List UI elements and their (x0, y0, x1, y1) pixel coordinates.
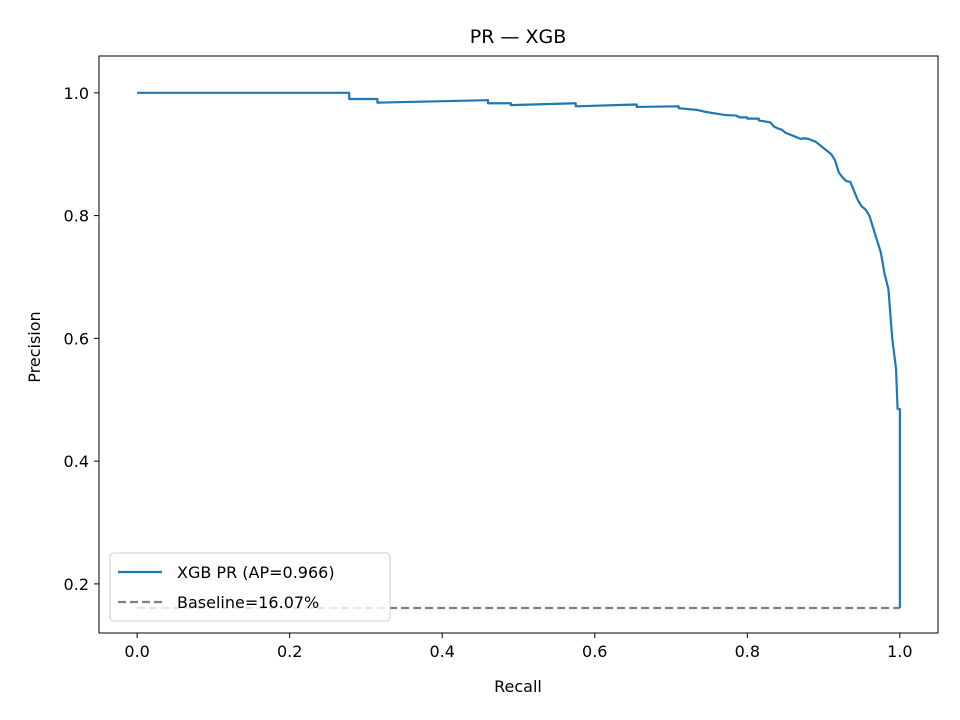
y-tick-label: 0.6 (64, 329, 89, 348)
axes-frame (98, 55, 939, 634)
x-tick-label: 0.8 (735, 642, 760, 661)
y-tick-label: 1.0 (64, 84, 89, 103)
x-axis-label: Recall (494, 677, 542, 696)
x-tick-label: 0.6 (582, 642, 607, 661)
x-tick-label: 1.0 (887, 642, 912, 661)
axes: 0.0 0.2 0.4 0.6 0.8 1.0 0.2 0.4 0.6 0.8 1.0 (64, 55, 939, 661)
series-line-0 (137, 91, 901, 608)
x-tick-label: 0.0 (124, 642, 149, 661)
legend-box (109, 552, 391, 622)
y-axis-label: Precision (25, 311, 44, 382)
x-tick-label: 0.2 (277, 642, 302, 661)
chart-title: PR — XGB (470, 26, 567, 48)
x-tick-label: 0.4 (430, 642, 455, 661)
legend-label-1: Baseline=16.07% (177, 593, 319, 612)
legend-label-0: XGB PR (AP=0.966) (177, 563, 335, 582)
y-tick-label: 0.2 (64, 575, 89, 594)
y-tick-label: 0.4 (64, 452, 89, 471)
y-tick-label: 0.8 (64, 207, 89, 226)
legend: XGB PR (AP=0.966) Baseline=16.07% (109, 552, 391, 622)
